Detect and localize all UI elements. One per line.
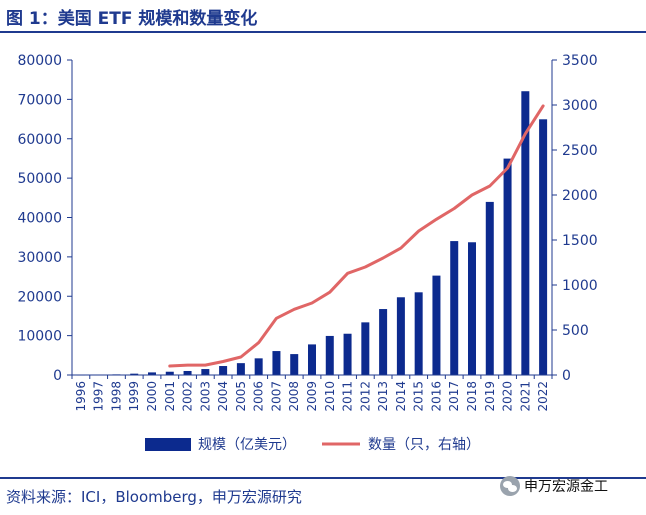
bar-2006 <box>254 358 263 375</box>
chart-title: 图 1：美国 ETF 规模和数量变化 <box>6 9 258 29</box>
bar-2017 <box>450 241 459 375</box>
left-tick-label: 50000 <box>17 171 62 187</box>
left-tick-label: 0 <box>53 368 62 384</box>
axes: 0100002000030000400005000060000700008000… <box>17 53 597 412</box>
right-tick-label: 1000 <box>562 278 598 294</box>
source-note: 资料来源：ICI，Bloomberg，申万宏源研究 <box>6 488 302 506</box>
right-tick-label: 1500 <box>562 233 598 249</box>
x-tick-label: 2009 <box>305 381 319 412</box>
x-tick-label: 2019 <box>483 381 497 412</box>
x-tick-label: 2022 <box>536 381 550 412</box>
right-tick-label: 2500 <box>562 143 598 159</box>
left-tick-label: 20000 <box>17 289 62 305</box>
left-tick-label: 40000 <box>17 211 62 227</box>
bar-2011 <box>343 333 352 375</box>
watermark: 申万宏源金工 <box>500 476 608 496</box>
x-tick-label: 2001 <box>163 381 177 412</box>
bar-series <box>76 91 548 376</box>
x-tick-label: 2015 <box>412 381 426 412</box>
bar-2022 <box>539 119 548 375</box>
right-tick-label: 2000 <box>562 188 598 204</box>
bar-2013 <box>379 309 388 375</box>
count-line <box>168 104 545 368</box>
x-tick-label: 2020 <box>501 381 515 412</box>
bar-2020 <box>503 158 512 375</box>
left-tick-label: 10000 <box>17 329 62 345</box>
line-series <box>168 104 545 368</box>
x-tick-label: 1996 <box>74 381 88 412</box>
x-tick-label: 2003 <box>198 381 212 412</box>
x-tick-label: 2007 <box>269 381 283 412</box>
bar-2009 <box>308 344 316 375</box>
left-tick-label: 80000 <box>17 53 62 69</box>
bar-2005 <box>236 363 245 375</box>
right-tick-label: 3000 <box>562 98 598 114</box>
bar-2003 <box>201 369 210 375</box>
right-tick-label: 3500 <box>562 53 598 69</box>
bar-2016 <box>432 275 441 375</box>
legend: 规模（亿美元） 数量（只，右轴） <box>145 437 480 453</box>
left-tick-label: 60000 <box>17 132 62 148</box>
x-tick-label: 2021 <box>518 381 532 412</box>
right-tick-label: 500 <box>562 323 589 339</box>
legend-bar-swatch <box>145 438 191 451</box>
footer-rule <box>0 477 646 479</box>
bar-2007 <box>272 351 281 375</box>
right-tick-label: 0 <box>562 368 571 384</box>
x-tick-label: 2002 <box>181 381 195 412</box>
left-tick-label: 30000 <box>17 250 62 266</box>
bar-1999 <box>130 373 139 375</box>
bar-2008 <box>290 354 299 375</box>
left-tick-label: 70000 <box>17 92 62 108</box>
x-tick-label: 2014 <box>394 381 408 412</box>
bar-2002 <box>183 370 192 375</box>
bar-2012 <box>361 322 370 375</box>
x-tick-label: 2012 <box>358 381 372 412</box>
x-tick-label: 2013 <box>376 381 390 412</box>
x-tick-label: 2005 <box>234 381 248 412</box>
x-tick-label: 2018 <box>465 381 479 412</box>
x-tick-label: 2000 <box>145 381 159 412</box>
bar-2014 <box>396 297 405 375</box>
x-tick-label: 2004 <box>216 381 230 412</box>
x-tick-label: 1999 <box>127 381 141 412</box>
x-tick-label: 2011 <box>341 381 355 412</box>
bar-2021 <box>521 91 530 376</box>
chart: 0100002000030000400005000060000700008000… <box>17 53 597 453</box>
bar-2000 <box>148 372 156 375</box>
x-tick-label: 2008 <box>287 381 301 412</box>
watermark-text: 申万宏源金工 <box>524 479 608 495</box>
x-tick-label: 2010 <box>323 381 337 412</box>
bar-2019 <box>485 201 494 375</box>
x-tick-label: 1998 <box>109 381 123 412</box>
bar-2015 <box>414 292 423 375</box>
title-underline <box>0 31 646 33</box>
wechat-icon <box>500 476 520 496</box>
x-tick-label: 2006 <box>252 381 266 412</box>
bar-2001 <box>165 371 174 375</box>
bar-2004 <box>219 366 228 375</box>
bar-2010 <box>325 335 334 375</box>
x-tick-label: 2017 <box>447 381 461 412</box>
bar-2018 <box>468 242 476 375</box>
x-tick-label: 2016 <box>429 381 443 412</box>
x-tick-label: 1997 <box>92 381 106 412</box>
legend-bar-label: 规模（亿美元） <box>198 437 296 453</box>
legend-line-label: 数量（只，右轴） <box>368 437 480 453</box>
